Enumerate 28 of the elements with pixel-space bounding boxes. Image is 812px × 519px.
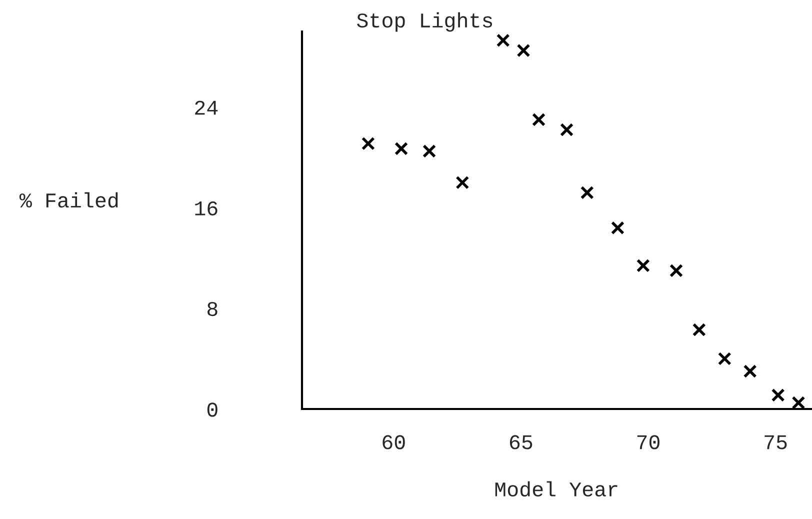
- point: [496, 34, 510, 48]
- point: [422, 144, 436, 158]
- x-tick-label: 75: [764, 435, 787, 450]
- y-tick-label: 8: [208, 302, 218, 316]
- y-tick-label: 0: [207, 402, 218, 417]
- x-axis-title: Model Year: [495, 481, 618, 497]
- x-tick-label: 60: [382, 435, 405, 450]
- point: [771, 388, 785, 402]
- x-tick-label: 70: [637, 435, 660, 450]
- x-tick-label: 65: [510, 435, 532, 450]
- point: [580, 186, 594, 200]
- point: [456, 176, 470, 190]
- point: [610, 221, 624, 235]
- point: [718, 352, 732, 366]
- point: [692, 322, 706, 337]
- point: [743, 364, 757, 378]
- y-tick-label: 16: [195, 201, 218, 216]
- point: [560, 122, 574, 136]
- point: [516, 44, 530, 58]
- point: [636, 258, 650, 272]
- chart-title: Stop Lights: [357, 12, 492, 32]
- point: [394, 142, 408, 156]
- point: [532, 112, 546, 126]
- point: [669, 264, 684, 278]
- point: [792, 396, 806, 409]
- y-tick-label: 24: [195, 100, 218, 115]
- y-axis-title: % Failed: [19, 192, 118, 208]
- point: [361, 136, 375, 150]
